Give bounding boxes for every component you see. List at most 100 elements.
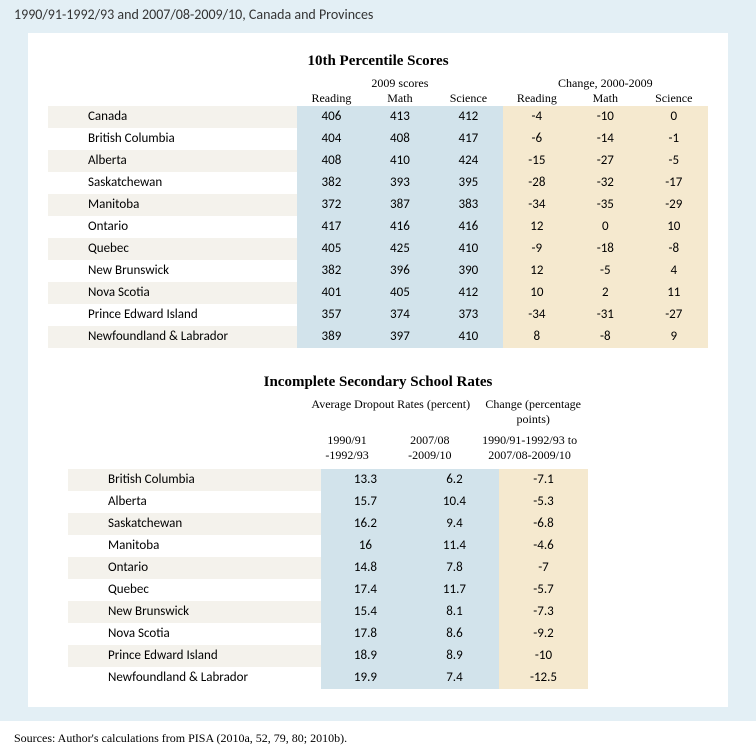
cell: 395: [434, 172, 502, 194]
cell: 9.4: [410, 513, 499, 535]
table-row: Ontario14.87.8-7: [68, 557, 588, 579]
cell: 18.9: [321, 645, 410, 667]
cell: 417: [434, 128, 502, 150]
cell: -10: [499, 645, 588, 667]
row-label: Newfoundland & Labrador: [68, 667, 321, 689]
cell: -9: [503, 238, 571, 260]
section1-title: 10th Percentile Scores: [28, 53, 728, 70]
cell: -8: [571, 326, 639, 348]
table-row: Manitoba372387383-34-35-29: [48, 194, 708, 216]
group-head-change: Change, 2000-2009: [503, 76, 708, 91]
cell: -10: [571, 106, 639, 128]
row-label: Nova Scotia: [48, 282, 297, 304]
cell: 7.8: [410, 557, 499, 579]
cell: -28: [503, 172, 571, 194]
col-math-2: Math: [571, 91, 639, 106]
cell: -1: [640, 128, 708, 150]
cell: 372: [297, 194, 365, 216]
cell: -5: [571, 260, 639, 282]
cell: 10: [503, 282, 571, 304]
cell: 374: [366, 304, 434, 326]
row-label: Newfoundland & Labrador: [48, 326, 297, 348]
row-label: Nova Scotia: [68, 623, 321, 645]
cell: 11.4: [410, 535, 499, 557]
cell: 396: [366, 260, 434, 282]
cell: -7: [499, 557, 588, 579]
cell: -32: [571, 172, 639, 194]
row-label: Saskatchewan: [48, 172, 297, 194]
table-row: Canada406413412-4-100: [48, 106, 708, 128]
table-row: Alberta408410424-15-27-5: [48, 150, 708, 172]
cell: 9: [640, 326, 708, 348]
row-label: Alberta: [68, 491, 321, 513]
row-label: Prince Edward Island: [48, 304, 297, 326]
cell: 416: [434, 216, 502, 238]
cell: 8.6: [410, 623, 499, 645]
col-1990: 1990/91 -1992/93: [306, 433, 389, 463]
cell: 410: [434, 326, 502, 348]
row-label: Ontario: [68, 557, 321, 579]
section2-col-heads: 1990/91 -1992/93 2007/08 -2009/10 1990/9…: [68, 433, 588, 463]
cell: 408: [297, 150, 365, 172]
cell: 7.4: [410, 667, 499, 689]
row-label: Ontario: [48, 216, 297, 238]
cell: -27: [640, 304, 708, 326]
row-label: British Columbia: [68, 469, 321, 491]
table-row: Saskatchewan382393395-28-32-17: [48, 172, 708, 194]
cell: -7.3: [499, 601, 588, 623]
cell: 4: [640, 260, 708, 282]
cell: -34: [503, 304, 571, 326]
row-label: Manitoba: [48, 194, 297, 216]
cell: 373: [434, 304, 502, 326]
cell: -9.2: [499, 623, 588, 645]
cell: 15.7: [321, 491, 410, 513]
cell: 383: [434, 194, 502, 216]
content-area: 10th Percentile Scores 2009 scores Chang…: [0, 33, 756, 721]
cell: 13.3: [321, 469, 410, 491]
cell: 397: [366, 326, 434, 348]
cell: 412: [434, 282, 502, 304]
table-row: Quebec405425410-9-18-8: [48, 238, 708, 260]
cell: 401: [297, 282, 365, 304]
cell: 12: [503, 216, 571, 238]
cell: 12: [503, 260, 571, 282]
cell: 8.9: [410, 645, 499, 667]
cell: -34: [503, 194, 571, 216]
cell: 417: [297, 216, 365, 238]
cell: -5.3: [499, 491, 588, 513]
cell: 11.7: [410, 579, 499, 601]
row-label: Quebec: [48, 238, 297, 260]
table-row: British Columbia404408417-6-14-1: [48, 128, 708, 150]
section2-rows: British Columbia13.36.2-7.1Alberta15.710…: [68, 469, 588, 689]
cell: 416: [366, 216, 434, 238]
row-label: New Brunswick: [68, 601, 321, 623]
cell: -17: [640, 172, 708, 194]
cell: -18: [571, 238, 639, 260]
cell: 8.1: [410, 601, 499, 623]
cell: -5.7: [499, 579, 588, 601]
page: 1990/91-1992/93 and 2007/08-2009/10, Can…: [0, 0, 756, 750]
cell: 2: [571, 282, 639, 304]
row-label: Alberta: [48, 150, 297, 172]
cell: 410: [366, 150, 434, 172]
table-row: Prince Edward Island357374373-34-31-27: [48, 304, 708, 326]
cell: 10.4: [410, 491, 499, 513]
row-label: New Brunswick: [48, 260, 297, 282]
cell: 387: [366, 194, 434, 216]
header-strip: 1990/91-1992/93 and 2007/08-2009/10, Can…: [0, 0, 756, 33]
cell: -29: [640, 194, 708, 216]
cell: 16.2: [321, 513, 410, 535]
cell: 17.4: [321, 579, 410, 601]
section1-rows: Canada406413412-4-100British Columbia404…: [48, 106, 708, 348]
table-row: Alberta15.710.4-5.3: [68, 491, 588, 513]
cell: -35: [571, 194, 639, 216]
cell: 15.4: [321, 601, 410, 623]
cell: -12.5: [499, 667, 588, 689]
cell: 19.9: [321, 667, 410, 689]
cell: -6.8: [499, 513, 588, 535]
table-row: Nova Scotia17.88.6-9.2: [68, 623, 588, 645]
sources-text: Sources: Author's calculations from PISA…: [0, 721, 756, 750]
row-label: Saskatchewan: [68, 513, 321, 535]
cell: 17.8: [321, 623, 410, 645]
cell: -31: [571, 304, 639, 326]
